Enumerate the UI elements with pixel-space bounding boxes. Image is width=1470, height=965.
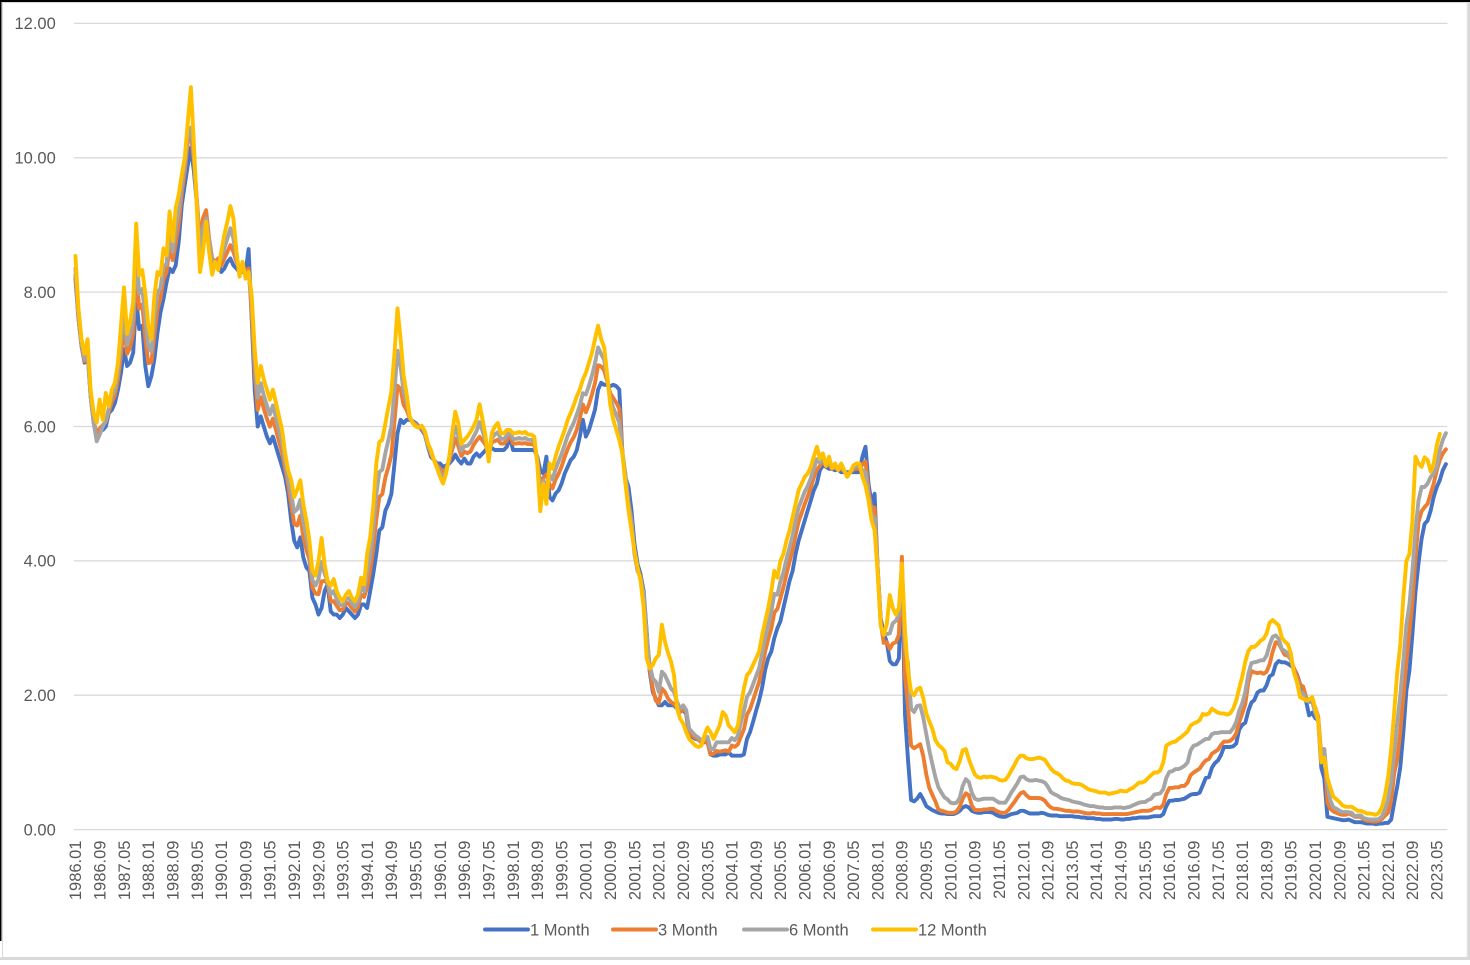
svg-text:1987.05: 1987.05 (116, 841, 134, 901)
svg-text:2000.01: 2000.01 (578, 841, 596, 901)
svg-text:2006.09: 2006.09 (821, 841, 839, 901)
svg-text:1992.09: 1992.09 (310, 841, 328, 901)
svg-text:1986.01: 1986.01 (67, 841, 85, 901)
svg-text:1994.09: 1994.09 (383, 841, 401, 901)
svg-text:2014.01: 2014.01 (1088, 841, 1106, 901)
svg-text:1986.09: 1986.09 (92, 841, 110, 901)
svg-text:2018.09: 2018.09 (1258, 841, 1276, 901)
svg-text:2022.01: 2022.01 (1380, 841, 1398, 901)
svg-text:2002.09: 2002.09 (675, 841, 693, 901)
svg-text:2016.01: 2016.01 (1161, 841, 1179, 901)
svg-text:2020.09: 2020.09 (1331, 841, 1349, 901)
svg-text:1988.01: 1988.01 (140, 841, 158, 901)
svg-text:12 Month: 12 Month (918, 922, 987, 940)
svg-text:2003.05: 2003.05 (699, 841, 717, 901)
svg-text:2.00: 2.00 (24, 687, 56, 705)
svg-text:1998.01: 1998.01 (505, 841, 523, 901)
svg-text:2018.01: 2018.01 (1234, 841, 1252, 901)
svg-text:2007.05: 2007.05 (845, 841, 863, 901)
svg-text:2012.01: 2012.01 (1015, 841, 1033, 901)
svg-text:0.00: 0.00 (24, 821, 56, 839)
svg-text:2006.01: 2006.01 (797, 841, 815, 901)
svg-text:4.00: 4.00 (24, 553, 56, 571)
svg-text:1996.01: 1996.01 (432, 841, 450, 901)
svg-text:2014.09: 2014.09 (1113, 841, 1131, 901)
svg-text:1994.01: 1994.01 (359, 841, 377, 901)
svg-text:1993.05: 1993.05 (335, 841, 353, 901)
svg-text:2001.05: 2001.05 (626, 841, 644, 901)
svg-text:2005.05: 2005.05 (772, 841, 790, 901)
svg-text:1988.09: 1988.09 (165, 841, 183, 901)
svg-text:1990.09: 1990.09 (237, 841, 255, 901)
svg-text:1 Month: 1 Month (530, 922, 590, 940)
svg-text:12.00: 12.00 (15, 15, 56, 33)
svg-text:2016.09: 2016.09 (1186, 841, 1204, 901)
svg-text:2010.09: 2010.09 (967, 841, 985, 901)
svg-text:2008.09: 2008.09 (894, 841, 912, 901)
svg-text:2020.01: 2020.01 (1307, 841, 1325, 901)
svg-text:2017.05: 2017.05 (1210, 841, 1228, 901)
svg-text:8.00: 8.00 (24, 284, 56, 302)
svg-text:10.00: 10.00 (15, 150, 56, 168)
svg-text:2010.01: 2010.01 (942, 841, 960, 901)
svg-text:2000.09: 2000.09 (602, 841, 620, 901)
svg-text:2013.05: 2013.05 (1064, 841, 1082, 901)
svg-text:1998.09: 1998.09 (529, 841, 547, 901)
svg-text:2012.09: 2012.09 (1040, 841, 1058, 901)
svg-text:2011.05: 2011.05 (991, 841, 1009, 899)
svg-text:1996.09: 1996.09 (456, 841, 474, 901)
svg-text:2015.05: 2015.05 (1137, 841, 1155, 901)
svg-text:2023.05: 2023.05 (1429, 841, 1447, 901)
svg-text:6 Month: 6 Month (789, 922, 849, 940)
svg-text:2022.09: 2022.09 (1404, 841, 1422, 901)
svg-text:1999.05: 1999.05 (553, 841, 571, 901)
svg-text:3 Month: 3 Month (658, 922, 718, 940)
svg-text:2021.05: 2021.05 (1356, 841, 1374, 901)
svg-text:1995.05: 1995.05 (408, 841, 426, 901)
svg-text:2004.09: 2004.09 (748, 841, 766, 901)
svg-text:1989.05: 1989.05 (189, 841, 207, 901)
svg-text:1992.01: 1992.01 (286, 841, 304, 901)
svg-text:1991.05: 1991.05 (262, 841, 280, 901)
svg-text:2004.01: 2004.01 (724, 841, 742, 901)
svg-text:1990.01: 1990.01 (213, 841, 231, 901)
svg-text:1997.05: 1997.05 (481, 841, 499, 901)
svg-text:2009.05: 2009.05 (918, 841, 936, 901)
svg-text:2002.01: 2002.01 (651, 841, 669, 901)
svg-text:6.00: 6.00 (24, 418, 56, 436)
svg-text:2019.05: 2019.05 (1283, 841, 1301, 901)
svg-text:2008.01: 2008.01 (869, 841, 887, 901)
